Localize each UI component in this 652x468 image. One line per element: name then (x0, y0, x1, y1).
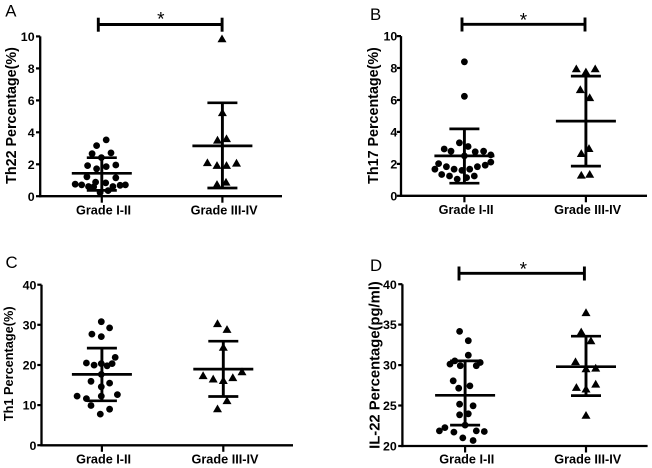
svg-text:6: 6 (390, 94, 397, 108)
svg-text:0: 0 (29, 439, 36, 453)
svg-text:Grade III-IV: Grade III-IV (192, 452, 260, 466)
svg-text:*: * (520, 259, 528, 280)
svg-text:20: 20 (383, 440, 397, 454)
svg-text:Grade III-IV: Grade III-IV (554, 203, 622, 217)
svg-text:Grade I-II: Grade I-II (76, 203, 131, 217)
svg-text:30: 30 (383, 359, 397, 373)
svg-text:Grade I-II: Grade I-II (439, 203, 494, 217)
svg-text:2: 2 (390, 158, 397, 172)
svg-text:25: 25 (383, 399, 397, 413)
svg-text:IL-22 Percentage(pg/ml): IL-22 Percentage(pg/ml) (367, 281, 383, 449)
svg-text:40: 40 (383, 278, 397, 292)
svg-text:10: 10 (384, 30, 398, 44)
svg-text:D: D (370, 256, 382, 275)
svg-text:Grade I-II: Grade I-II (439, 452, 494, 466)
svg-text:A: A (5, 2, 17, 21)
svg-text:0: 0 (28, 190, 35, 204)
svg-text:Grade III-IV: Grade III-IV (191, 203, 259, 217)
svg-text:8: 8 (28, 62, 35, 76)
svg-text:4: 4 (28, 126, 35, 140)
svg-text:Th1 Percentage(%): Th1 Percentage(%) (1, 306, 16, 421)
svg-text:20: 20 (23, 359, 37, 373)
svg-text:30: 30 (23, 318, 37, 332)
svg-text:*: * (520, 11, 528, 32)
svg-text:35: 35 (383, 318, 397, 332)
svg-text:*: * (157, 10, 165, 31)
svg-text:0: 0 (390, 189, 397, 203)
svg-text:Th17 Percentage(%): Th17 Percentage(%) (366, 47, 382, 184)
svg-text:8: 8 (390, 62, 397, 76)
svg-text:C: C (6, 253, 18, 272)
svg-text:4: 4 (390, 126, 397, 140)
svg-text:10: 10 (21, 30, 35, 44)
svg-text:40: 40 (23, 278, 37, 292)
svg-text:B: B (370, 5, 381, 24)
svg-text:2: 2 (28, 158, 35, 172)
svg-text:10: 10 (23, 399, 37, 413)
svg-text:6: 6 (28, 94, 35, 108)
svg-text:Th22 Percentage(%): Th22 Percentage(%) (4, 47, 20, 184)
svg-text:Grade I-II: Grade I-II (76, 452, 131, 466)
svg-text:Grade III-IV: Grade III-IV (554, 452, 622, 466)
